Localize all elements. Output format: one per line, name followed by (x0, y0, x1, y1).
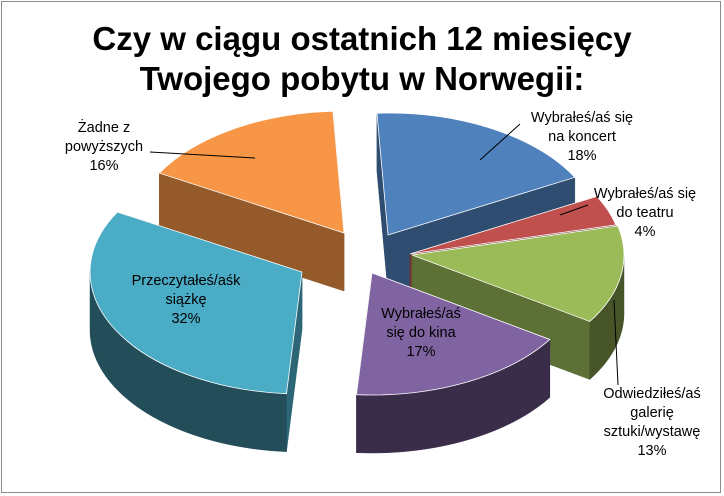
leader-line-1 (559, 204, 589, 216)
pie-slice-4 (89, 211, 303, 452)
leader-line-2 (613, 299, 619, 386)
leader-line-5 (149, 151, 256, 159)
slice-label-2-line-2: sztuki/wystawę (604, 424, 701, 440)
slice-label-1-line-0: Wybrałeś/aś się (594, 186, 696, 202)
slice-label-2-line-0: Odwiedziłeś/aś (603, 386, 701, 402)
chart-title-line-1: Czy w ciągu ostatnich 12 miesięcy (92, 20, 632, 57)
slice-label-2-line-1: galerię (630, 405, 674, 421)
pie-slice-5 (158, 110, 345, 292)
slice-percent-label-1: 4% (635, 224, 656, 240)
chart-title-line-2: Twojego pobytu w Norwegii: (139, 60, 585, 97)
pie-slice-3 (356, 272, 551, 454)
slice-percent-label-4: 32% (171, 311, 200, 327)
slice-percent-label-2: 13% (637, 443, 666, 459)
slice-label-1-line-1: do teatru (616, 205, 673, 221)
slice-label-0-line-1: na koncert (548, 129, 616, 145)
slice-label-5-line-1: powyższych (65, 139, 143, 155)
slice-label-3-line-0: Wybrałeś/aś (381, 306, 461, 322)
slice-label-4-line-0: Przeczytałeś/aśk (132, 273, 242, 289)
slice-percent-label-0: 18% (567, 148, 596, 164)
slice-label-0-line-0: Wybrałeś/aś się (531, 110, 633, 126)
slice-label-5-line-0: Żadne z (78, 118, 130, 136)
slice-label-3-line-1: się do kina (386, 325, 456, 341)
leader-line-0 (479, 123, 521, 161)
slice-percent-label-5: 16% (89, 158, 118, 174)
slice-label-4-line-1: siążkę (165, 292, 206, 308)
slice-percent-label-3: 17% (406, 344, 435, 360)
pie-slice-2 (411, 225, 625, 381)
